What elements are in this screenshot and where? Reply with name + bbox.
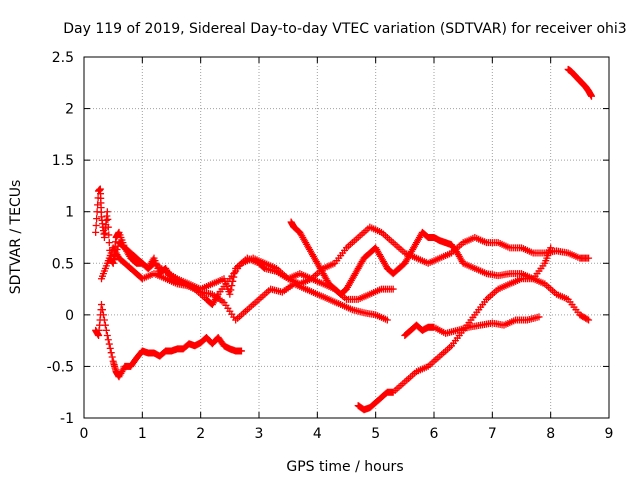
track-a-point (99, 311, 107, 319)
y-tick-label: 0.5 (52, 256, 74, 272)
track-b-point (228, 282, 236, 290)
track-g-point (547, 244, 555, 252)
track-b-point (226, 290, 234, 298)
x-tick-label: 0 (80, 426, 89, 442)
track-b-point (104, 223, 112, 231)
x-tick-label: 6 (430, 426, 439, 442)
axes: 0 1 2 3 4 5 6 7 8 9 -1 -0.5 0 0.5 1 1.5 2 2.5 (47, 50, 614, 442)
track-b-point (389, 285, 397, 293)
track-a-point (103, 331, 111, 339)
track-b-point (105, 239, 113, 247)
y-tick-label: 2.5 (52, 50, 74, 66)
track-a-point (98, 301, 105, 309)
track-a-point (104, 336, 112, 344)
x-tick-label: 3 (255, 426, 264, 442)
y-tick-label: 0 (65, 308, 74, 324)
track-e-point (585, 316, 593, 324)
track-c-point (383, 316, 391, 324)
track-a-point (108, 353, 116, 361)
track-a-point (100, 316, 108, 324)
track-b-point (103, 208, 111, 216)
grid (84, 57, 609, 418)
track-d-point (585, 254, 593, 262)
track-b-point (93, 215, 101, 223)
x-axis-label: GPS time / hours (286, 459, 403, 475)
y-tick-label: 2 (65, 102, 74, 118)
x-tick-label: 4 (313, 426, 322, 442)
track-b-point (104, 215, 112, 223)
plot-frame (83, 56, 610, 419)
track-e-point (583, 315, 591, 323)
chart-title: Day 119 of 2019, Sidereal Day-to-day VTE… (63, 21, 626, 37)
track-a-point (101, 321, 109, 329)
x-tick-label: 2 (196, 426, 205, 442)
track-a-point (105, 340, 113, 348)
track-h-point (588, 92, 595, 100)
x-tick-label: 9 (605, 426, 614, 442)
x-tick-label: 5 (371, 426, 380, 442)
track-a-point (107, 349, 115, 357)
y-axis-label: SDTVAR / TECUs (8, 180, 24, 295)
x-tick-label: 8 (546, 426, 555, 442)
track-b-point (92, 228, 100, 236)
track-b-point (227, 286, 235, 294)
track-f-point (535, 313, 543, 321)
track-a-point (102, 326, 110, 334)
x-tick-label: 1 (138, 426, 147, 442)
x-tick-label: 7 (488, 426, 497, 442)
y-tick-label: 1 (65, 205, 74, 221)
track-a-point (98, 306, 106, 314)
track-a-point (106, 344, 114, 352)
track-b-point (105, 231, 113, 239)
data-points (92, 65, 595, 414)
y-tick-label: 1.5 (52, 153, 74, 169)
y-tick-label: -1 (60, 411, 74, 427)
track-a-point (238, 347, 245, 355)
y-tick-label: -0.5 (47, 359, 74, 375)
track-b-point (92, 221, 100, 229)
